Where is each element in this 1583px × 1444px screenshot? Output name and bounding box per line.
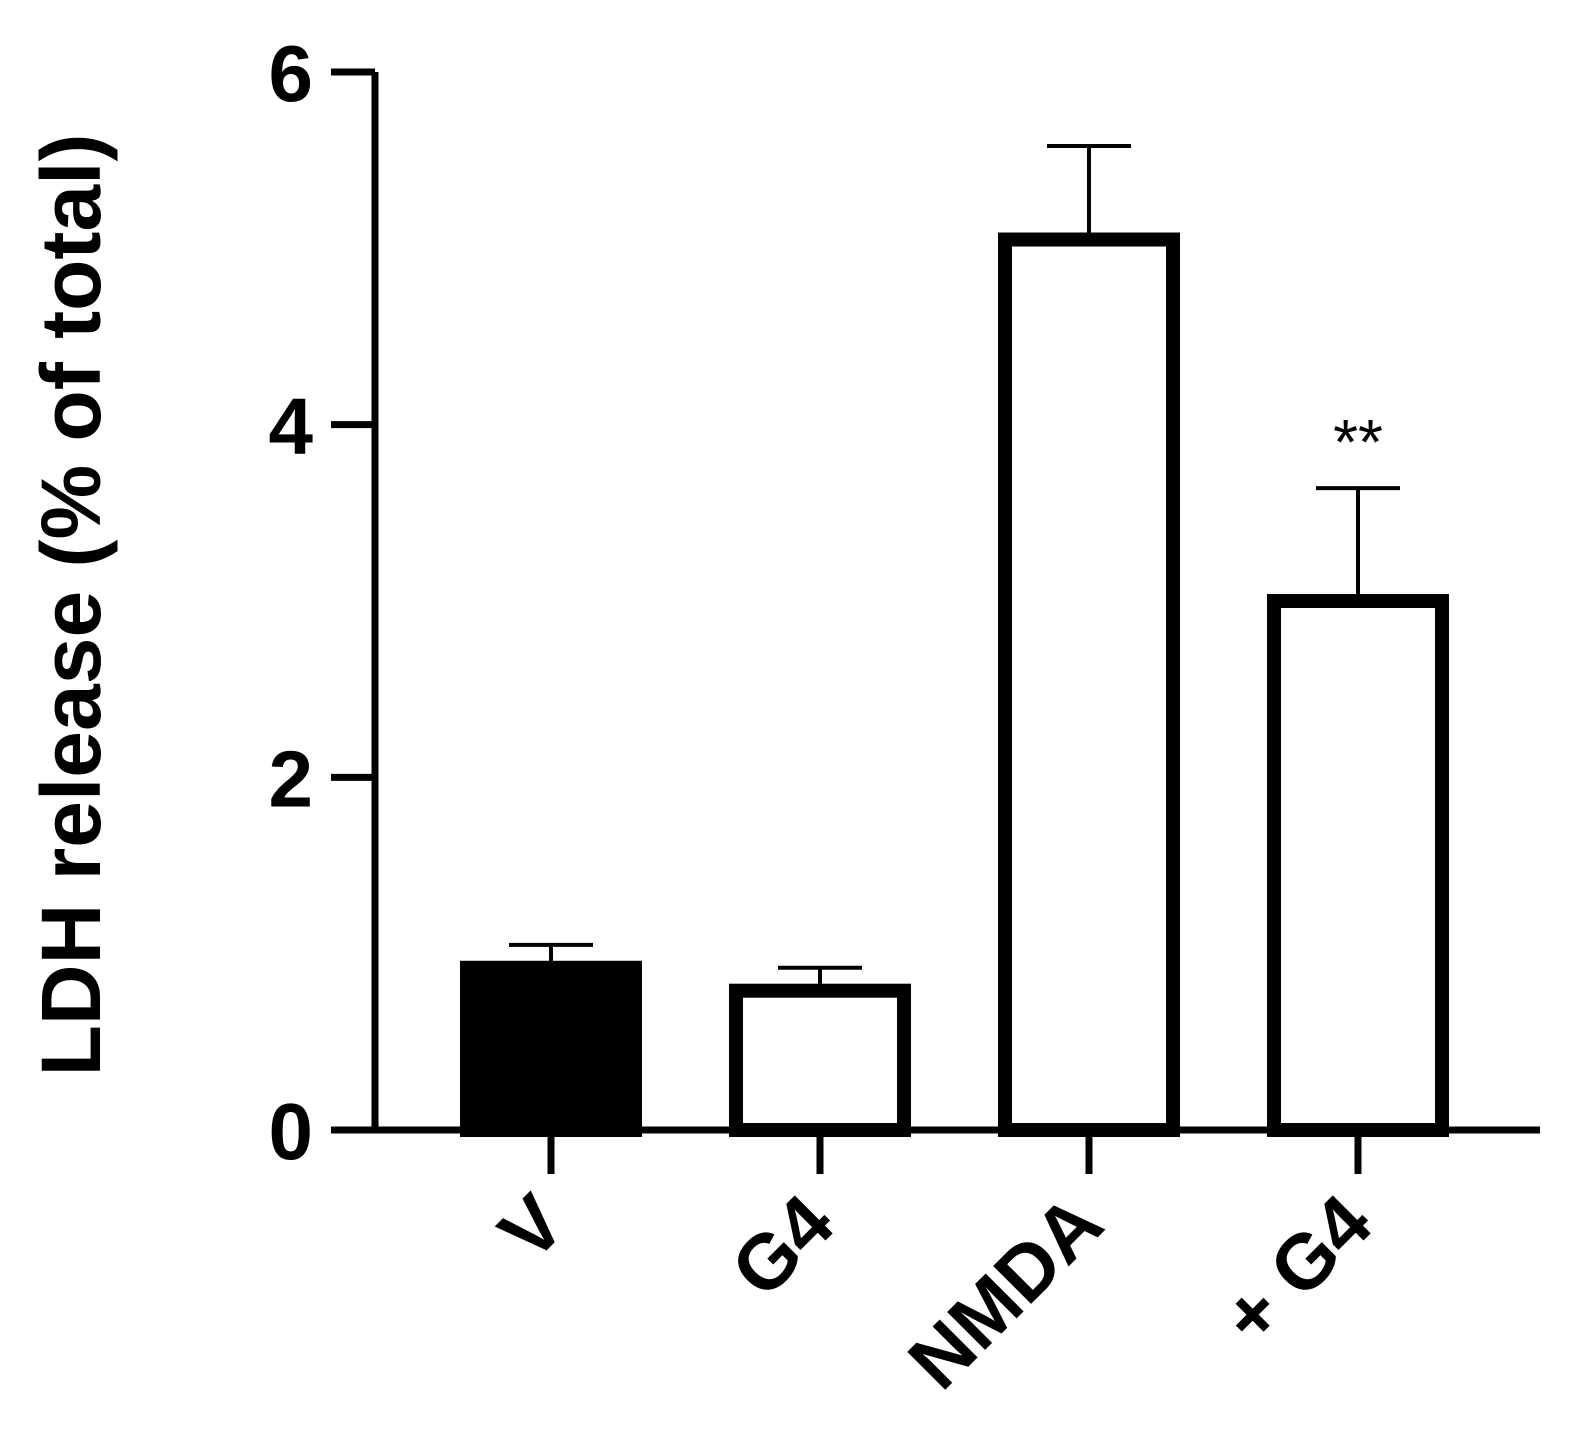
y-tick-label: 6 (269, 29, 314, 118)
y-tick-label: 4 (269, 382, 314, 471)
y-tick-label: 0 (269, 1087, 314, 1176)
bar (998, 232, 1180, 1137)
bar (460, 960, 642, 1137)
x-tick-label: NMDA (891, 1178, 1119, 1406)
y-tick-label: 2 (269, 734, 314, 823)
x-tick-label: G4 (714, 1178, 850, 1314)
significance-label: ** (1333, 406, 1383, 478)
bar (1267, 594, 1449, 1137)
bar (729, 983, 911, 1137)
y-axis-label: LDH release (% of total) (24, 134, 118, 1077)
x-tick-label: + G4 (1205, 1178, 1388, 1361)
tick-labels: 0 2 4 6 V G4 NMDA + G4 ** (269, 29, 1389, 1405)
x-tick-label: V (482, 1178, 581, 1277)
bars (460, 144, 1449, 1137)
